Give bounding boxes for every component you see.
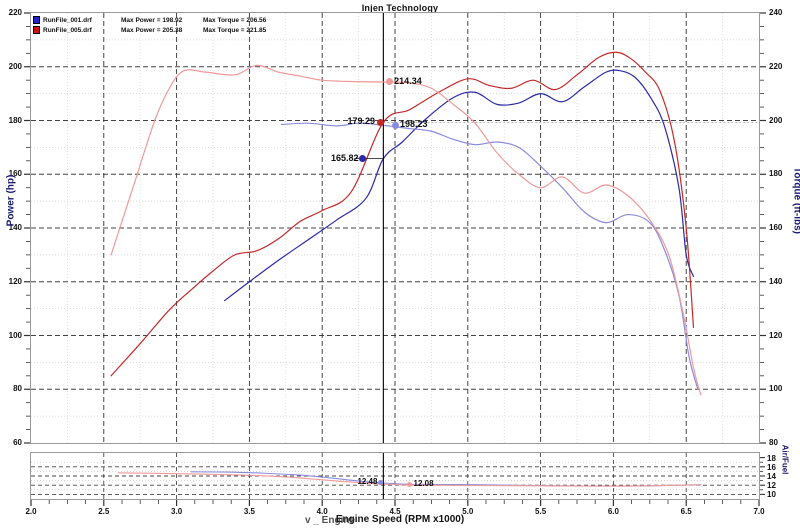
air-fuel-tick-label: 14	[767, 472, 776, 481]
marker-power-red[interactable]	[376, 118, 384, 126]
x-axis-tick-label: 3.0	[171, 507, 183, 516]
right-axis-tick-label: 200	[769, 115, 783, 125]
x-axis-tick-label: 6.0	[607, 507, 619, 516]
right-axis-tick-label: 240	[769, 8, 783, 17]
legend-max-torque: Max Torque = 206.56	[203, 16, 267, 24]
x-axis-tick-label: 5.5	[535, 507, 547, 516]
air-fuel-tick-label: 18	[767, 453, 776, 463]
x-axis-tick-label: 3.5	[243, 507, 255, 516]
legend-swatch-blue-icon	[33, 16, 40, 24]
right-axis-tick-label: 100	[769, 384, 783, 394]
left-axis-tick-label: 80	[13, 384, 22, 394]
x-axis-title: Engine Speed (RPM x1000)	[335, 514, 465, 525]
left-axis-tick-label: 220	[8, 8, 22, 17]
annotation-af-blue: 12.48	[357, 476, 378, 486]
right-axis-tick-label: 180	[769, 169, 783, 179]
right-axis-tick-label: 120	[769, 330, 783, 340]
x-axis-tick-label: 2.5	[98, 507, 110, 516]
left-axis-tick-label: 100	[8, 330, 22, 340]
legend-item[interactable]: RunFile_001.drf Max Power = 198.92 Max T…	[33, 15, 266, 25]
x-axis-tick-label: 7.0	[753, 507, 765, 516]
marker-torque-blue[interactable]	[391, 121, 399, 129]
x-axis-tick-label: 2.0	[25, 507, 37, 516]
left-axis-tick-label: 160	[8, 169, 22, 179]
x-axis-tick-label: 4.5	[389, 507, 401, 516]
right-axis-tick-label: 160	[769, 223, 783, 232]
marker-af-red[interactable]	[407, 482, 413, 488]
air-fuel-tick-label: 10	[767, 490, 776, 500]
legend-max-power: Max Power = 205.38	[121, 26, 183, 34]
legend: RunFile_001.drf Max Power = 198.92 Max T…	[33, 15, 266, 35]
legend-item[interactable]: RunFile_005.drf Max Power = 205.38 Max T…	[33, 25, 266, 35]
main-plot-svg	[31, 13, 759, 443]
annotation-af-red: 12.08	[413, 478, 434, 488]
page-title: Injen Technology	[361, 3, 439, 13]
left-axis-title: Power (hp)	[5, 174, 17, 227]
x-axis-tick-label: 4.0	[316, 507, 328, 516]
annotation-power-blue: 165.82	[330, 152, 359, 163]
annotation-torque-blue: 198.23	[400, 119, 428, 130]
air-fuel-tick-label: 16	[767, 462, 776, 472]
annotation-power-red: 179.29	[347, 116, 375, 127]
marker-af-blue[interactable]	[377, 480, 383, 486]
left-axis-tick-label: 180	[8, 115, 22, 125]
marker-power-blue[interactable]	[359, 155, 367, 163]
air-fuel-axis-title: Air/Fuel	[780, 444, 790, 475]
left-axis-tick-label: 60	[13, 438, 22, 447]
right-axis-title: Torque (ft-lbs)	[791, 166, 800, 235]
left-axis-tick-label: 200	[8, 61, 22, 71]
left-axis-tick-label: 140	[8, 223, 22, 232]
right-axis-tick-label: 220	[769, 61, 783, 71]
legend-file-name: RunFile_005.drf	[43, 26, 92, 34]
air-fuel-svg	[31, 453, 759, 499]
annotation-torque-red: 214.34	[394, 75, 422, 86]
legend-max-power: Max Power = 198.92	[121, 16, 183, 24]
air-fuel-panel	[30, 452, 760, 500]
x-axis-tick-label: 5.0	[462, 507, 474, 516]
x-axis-tick-label: 6.5	[680, 507, 692, 516]
marker-torque-red[interactable]	[385, 78, 393, 86]
right-axis-tick-label: 80	[769, 438, 778, 447]
watermark-text: v _ Engine	[305, 515, 356, 526]
legend-max-torque: Max Torque = 221.85	[203, 26, 267, 34]
air-fuel-tick-label: 12	[767, 481, 776, 491]
right-axis-tick-label: 140	[769, 276, 783, 286]
left-axis-tick-label: 120	[8, 276, 22, 286]
legend-swatch-red-icon	[33, 26, 40, 34]
main-plot-panel	[30, 12, 760, 444]
legend-file-name: RunFile_001.drf	[43, 16, 92, 24]
